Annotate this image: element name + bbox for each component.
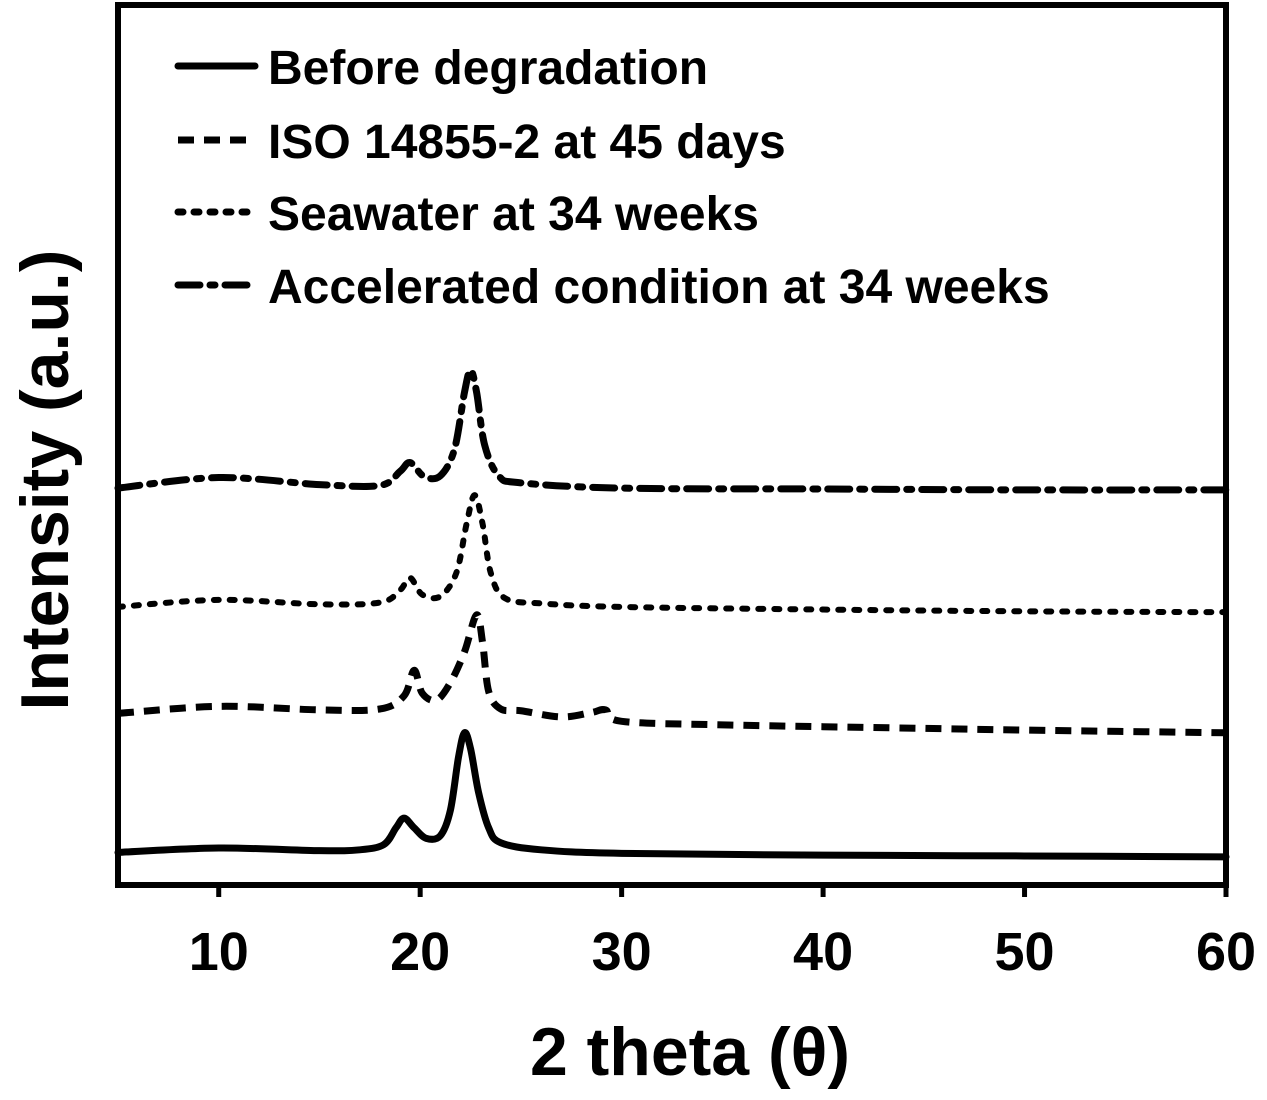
legend-label-4: Accelerated condition at 34 weeks: [268, 261, 1050, 314]
series-line-2: [117, 611, 1227, 737]
legend-label-2: ISO 14855-2 at 45 days: [268, 116, 786, 169]
plot-frame: [115, 2, 1229, 888]
x-tick-label: 20: [390, 922, 450, 982]
legend-label-3: Seawater at 34 weeks: [268, 188, 759, 241]
legend-label-1: Before degradation: [268, 42, 708, 95]
x-tick-label: 40: [793, 922, 853, 982]
series-line-4: [114, 366, 1230, 494]
x-tick-label: 10: [189, 922, 249, 982]
series-line-3: [115, 492, 1229, 616]
series-layer: [114, 366, 1230, 861]
series-line-1: [114, 729, 1230, 861]
x-ticks: 10 20 30 40 50 60: [189, 885, 1256, 982]
x-axis-label: 2 theta (θ): [530, 1014, 850, 1090]
x-tick-label: 30: [592, 922, 652, 982]
y-axis-label: Intensity (a.u.): [7, 250, 83, 711]
x-tick-label: 50: [995, 922, 1055, 982]
legend: Before degradation ISO 14855-2 at 45 days…: [174, 42, 1050, 314]
x-tick-label: 60: [1196, 922, 1256, 982]
